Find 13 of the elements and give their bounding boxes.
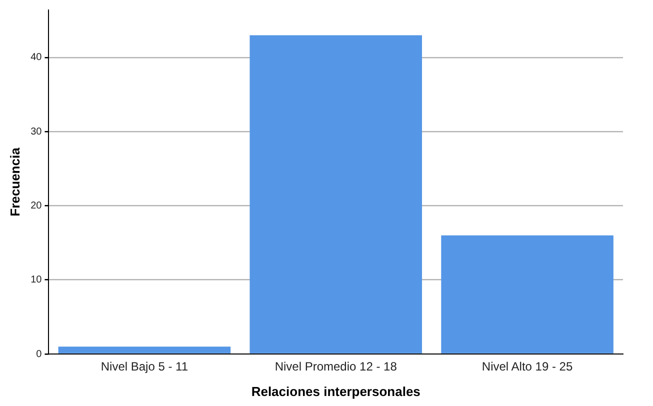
y-tick-label: 30 xyxy=(30,126,42,138)
bar xyxy=(58,346,231,354)
y-tick-label: 40 xyxy=(30,52,42,64)
y-axis-title: Frecuencia xyxy=(7,146,22,216)
x-tick-label: Nivel Bajo 5 - 11 xyxy=(100,360,188,374)
y-tick-label: 0 xyxy=(36,348,42,360)
y-tick-label: 10 xyxy=(30,274,42,286)
x-tick-label: Nivel Promedio 12 - 18 xyxy=(274,360,398,374)
bar xyxy=(441,235,614,354)
x-axis-title: Relaciones interpersonales xyxy=(251,384,420,399)
y-tick-label: 20 xyxy=(30,200,42,212)
x-tick-label: Nivel Alto 19 - 25 xyxy=(482,360,573,374)
bar xyxy=(250,35,422,354)
